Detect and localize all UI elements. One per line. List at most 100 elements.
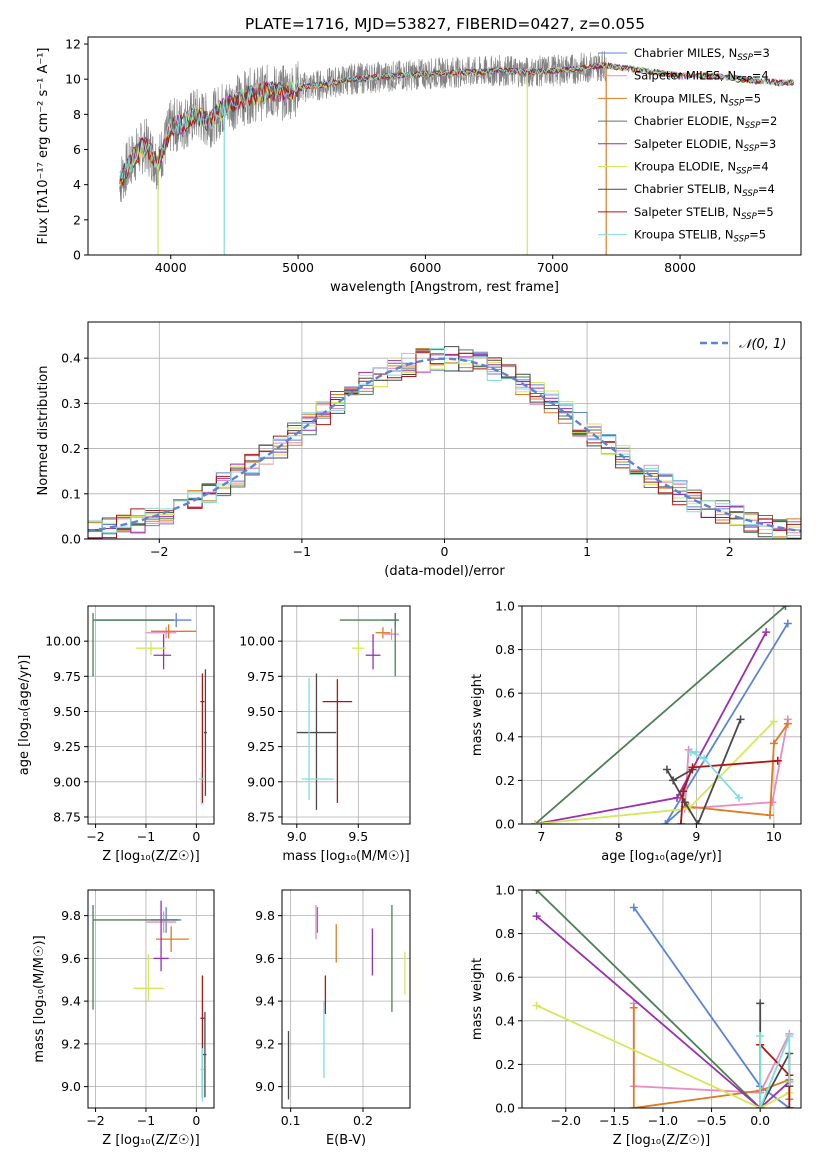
plot-area	[92, 900, 207, 1102]
plot-area	[88, 346, 801, 539]
legend-label: Salpeter STELIB, NSSP=5	[634, 205, 774, 222]
axes-frame	[87, 889, 215, 1109]
y-tick-label: 0.0	[495, 817, 515, 832]
x-tick-label: 0	[192, 829, 200, 844]
y-axis-label: Flux [fλ10⁻¹⁷ erg cm⁻² s⁻¹ A⁻¹]	[36, 48, 51, 245]
legend-label: Kroupa ELODIE, NSSP=4	[634, 160, 769, 177]
x-tick-label: 1	[583, 544, 591, 559]
y-tick-label: 9.6	[255, 951, 275, 966]
series-marker	[781, 606, 790, 610]
mass-vs-metallicity-panel: −2 −1 0 9.0 9.2 9.4 9.6 9.8 Z [log₁₀(Z/Z☉)] mass …	[32, 889, 215, 1148]
y-tick-label: 9.75	[247, 669, 275, 684]
y-tick-label: 0.0	[495, 1101, 515, 1116]
x-tick-label: −1.5	[599, 1113, 629, 1128]
legend-label: Chabrier MILES, NSSP=3	[634, 46, 770, 63]
legend-label: Salpeter ELODIE, NSSP=3	[634, 137, 776, 154]
series-line	[680, 759, 778, 824]
axes-frame	[521, 889, 802, 1109]
series-line	[759, 1035, 791, 1108]
x-tick-label: 7	[537, 829, 545, 844]
x-tick-label: 0	[192, 1113, 200, 1128]
y-tick-label: 9.4	[61, 994, 81, 1009]
series-line	[666, 719, 742, 824]
axes-frame	[87, 36, 802, 256]
y-tick-label: 9.25	[247, 739, 275, 754]
y-tick-label: 0.6	[495, 686, 515, 701]
y-tick-label: 0	[73, 248, 81, 263]
x-axis-label: (data-model)/error	[384, 564, 505, 579]
series-line	[759, 1003, 791, 1108]
x-tick-label: 9.0	[287, 829, 307, 844]
series-marker	[629, 1104, 638, 1108]
y-tick-label: 9.75	[53, 669, 81, 684]
series-marker	[785, 1032, 794, 1041]
y-tick-label: 0.2	[495, 773, 515, 788]
y-tick-label: 0.3	[61, 396, 81, 411]
y-tick-label: 10.00	[239, 634, 275, 649]
legend-label: Kroupa MILES, NSSP=5	[634, 91, 761, 108]
x-tick-label: −0.5	[696, 1113, 726, 1128]
x-tick-label: −2	[86, 1113, 104, 1128]
spectrum-legend: Chabrier MILES, NSSP=3 Salpeter MILES, NS…	[598, 46, 777, 245]
y-tick-label: 9.8	[61, 908, 81, 923]
y-tick-label: 0.0	[61, 532, 81, 547]
x-axis-label: E(B-V)	[326, 1133, 366, 1148]
y-axis-label: age [log₁₀(age/yr)]	[17, 655, 32, 776]
y-tick-label: 9.2	[61, 1036, 81, 1051]
legend-label: Salpeter MILES, NSSP=4	[634, 69, 769, 86]
figure-title: PLATE=1716, MJD=53827, FIBERID=0427, z=0…	[245, 15, 645, 33]
y-tick-label: 9.00	[247, 774, 275, 789]
legend-label: Chabrier ELODIE, NSSP=2	[634, 114, 777, 131]
series-marker	[532, 912, 541, 921]
series-marker	[629, 903, 638, 912]
y-tick-label: 9.50	[53, 704, 81, 719]
x-tick-label: −1	[293, 544, 311, 559]
legend-label: 𝒩(0, 1)	[739, 337, 786, 352]
y-axis-label: mass weight	[470, 958, 485, 1040]
residual-legend: 𝒩(0, 1)	[700, 337, 786, 352]
series-marker	[756, 1032, 765, 1041]
y-axis-label: Normed distribution	[36, 366, 51, 496]
x-tick-label: 5000	[282, 260, 314, 275]
y-tick-label: 0.8	[495, 926, 515, 941]
y-tick-label: 10	[65, 72, 81, 87]
series-line	[535, 890, 761, 1108]
y-tick-label: 9.8	[255, 908, 275, 923]
y-tick-label: 9.00	[53, 774, 81, 789]
series-marker	[662, 765, 671, 774]
x-tick-label: −2.0	[551, 1113, 581, 1128]
y-tick-label: 4	[73, 177, 81, 192]
axes-frame	[281, 889, 411, 1109]
model-spectrum-line	[119, 62, 794, 179]
x-axis-label: wavelength [Angstrom, rest frame]	[330, 280, 559, 295]
series-marker	[756, 1104, 765, 1108]
axes-frame	[281, 605, 411, 825]
series-line	[534, 606, 787, 824]
y-tick-label: 0.2	[495, 1057, 515, 1072]
massweight-vs-age-panel: 7 8 9 10 0.0 0.2 0.4 0.6 0.8 1.0 age [log₁₀(age/yr…	[470, 599, 802, 864]
series-line	[535, 631, 767, 824]
series-marker	[768, 798, 777, 807]
x-tick-label: 8000	[664, 260, 696, 275]
series-marker	[769, 717, 778, 726]
y-tick-label: 0.1	[61, 486, 81, 501]
series-marker	[679, 787, 688, 796]
spectrum-panel: 4000 5000 6000 7000 8000 0 2 4 6 8 10 12 wavelength …	[36, 36, 802, 295]
y-tick-label: 9.25	[53, 739, 81, 754]
x-tick-label: −1	[137, 1113, 155, 1128]
x-tick-label: 9.5	[348, 829, 368, 844]
series-marker	[531, 820, 540, 824]
x-tick-label: −2	[150, 544, 168, 559]
series-marker	[735, 793, 743, 802]
x-tick-label: 0.0	[750, 1113, 770, 1128]
y-tick-label: 9.50	[247, 704, 275, 719]
y-axis-label: mass weight	[470, 674, 485, 756]
series-marker	[532, 890, 541, 894]
y-tick-label: 8	[73, 107, 81, 122]
residual-histogram-panel: −2 −1 0 1 2 0.0 0.1 0.2 0.3 0.4 (data-model)/error…	[36, 321, 802, 579]
y-tick-label: 0.6	[495, 970, 515, 985]
y-tick-label: 10.00	[45, 634, 81, 649]
series-marker	[669, 776, 678, 785]
series-marker	[756, 999, 765, 1008]
